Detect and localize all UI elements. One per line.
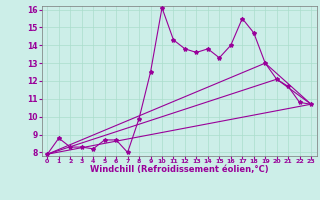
X-axis label: Windchill (Refroidissement éolien,°C): Windchill (Refroidissement éolien,°C): [90, 165, 268, 174]
